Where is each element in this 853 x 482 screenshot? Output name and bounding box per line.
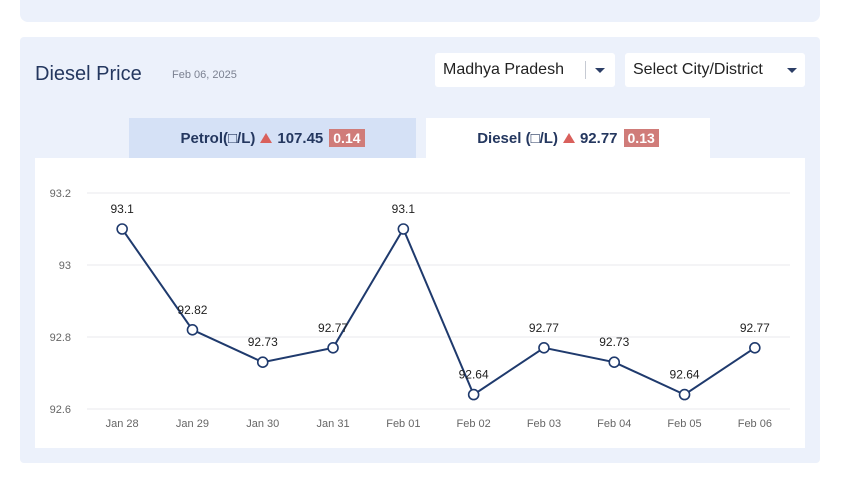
data-point	[116, 223, 128, 235]
diesel-tab-label: Diesel (□/L)	[477, 129, 558, 147]
tab-diesel[interactable]: Diesel (□/L) 92.77 0.13	[426, 118, 710, 158]
price-line-chart: 92.6 92.8 93 93.2 Jan 28 Jan 29 Jan 30 Jan 31 Fe…	[50, 188, 790, 430]
x-tick-label: Jan 28	[106, 418, 139, 430]
x-tick-label: Feb 05	[667, 418, 701, 430]
data-label: 92.73	[599, 335, 629, 349]
price-up-icon	[562, 133, 575, 143]
data-label: 92.64	[459, 368, 489, 382]
previous-card	[20, 0, 820, 22]
y-tick-label: 93	[59, 260, 71, 272]
page-title: Diesel Price	[35, 63, 142, 85]
x-tick-label: Feb 06	[738, 418, 772, 430]
state-select-value: Madhya Pradesh	[443, 61, 564, 78]
data-point	[397, 223, 410, 235]
price-chart-area: 92.6 92.8 93 93.2 Jan 28 Jan 29 Jan 30 Jan 31 Fe…	[35, 158, 805, 448]
x-tick-label: Feb 02	[457, 418, 491, 430]
diesel-price-panel: Diesel Price Feb 06, 2025 Madhya Pradesh…	[20, 37, 820, 463]
data-point	[608, 356, 621, 368]
diesel-change-badge: 0.13	[623, 129, 659, 147]
x-tick-label: Feb 04	[597, 418, 631, 430]
price-up-icon	[260, 133, 273, 143]
x-tick-label: Feb 01	[386, 418, 420, 430]
data-label: 92.77	[529, 321, 559, 335]
tab-petrol[interactable]: Petrol(□/L) 107.45 0.14	[129, 118, 416, 158]
petrol-price: 107.45	[277, 129, 324, 147]
state-select[interactable]: Madhya Pradesh	[435, 53, 615, 87]
y-tick-label: 92.6	[50, 404, 71, 416]
data-label: 92.77	[318, 321, 348, 335]
x-tick-label: Jan 30	[246, 418, 279, 430]
data-label: 92.77	[740, 321, 770, 335]
data-point	[749, 342, 761, 354]
data-point	[467, 388, 480, 401]
chevron-down-icon[interactable]	[595, 68, 605, 73]
diesel-price: 92.77	[579, 129, 618, 147]
price-date: Feb 06, 2025	[172, 69, 237, 81]
city-select-value: Select City/District	[633, 61, 763, 78]
y-tick-label: 93.2	[50, 188, 71, 200]
data-point	[538, 342, 550, 354]
y-tick-label: 92.8	[50, 332, 71, 344]
data-point	[678, 388, 691, 401]
data-label: 92.82	[177, 303, 207, 317]
chevron-down-icon[interactable]	[787, 68, 797, 73]
data-label: 92.64	[670, 368, 700, 382]
data-label: 93.1	[110, 202, 134, 216]
petrol-tab-label: Petrol(□/L)	[180, 129, 256, 147]
data-point	[327, 342, 339, 354]
data-point	[256, 356, 269, 368]
data-label: 93.1	[392, 202, 416, 216]
select-divider	[585, 61, 586, 79]
petrol-change-badge: 0.14	[329, 129, 365, 147]
x-tick-label: Jan 29	[176, 418, 209, 430]
diesel-price-line	[121, 226, 756, 397]
x-tick-label: Feb 03	[527, 418, 561, 430]
x-tick-label: Jan 31	[317, 418, 350, 430]
city-select[interactable]: Select City/District	[625, 53, 805, 87]
data-label: 92.73	[248, 335, 278, 349]
data-point	[186, 324, 199, 336]
